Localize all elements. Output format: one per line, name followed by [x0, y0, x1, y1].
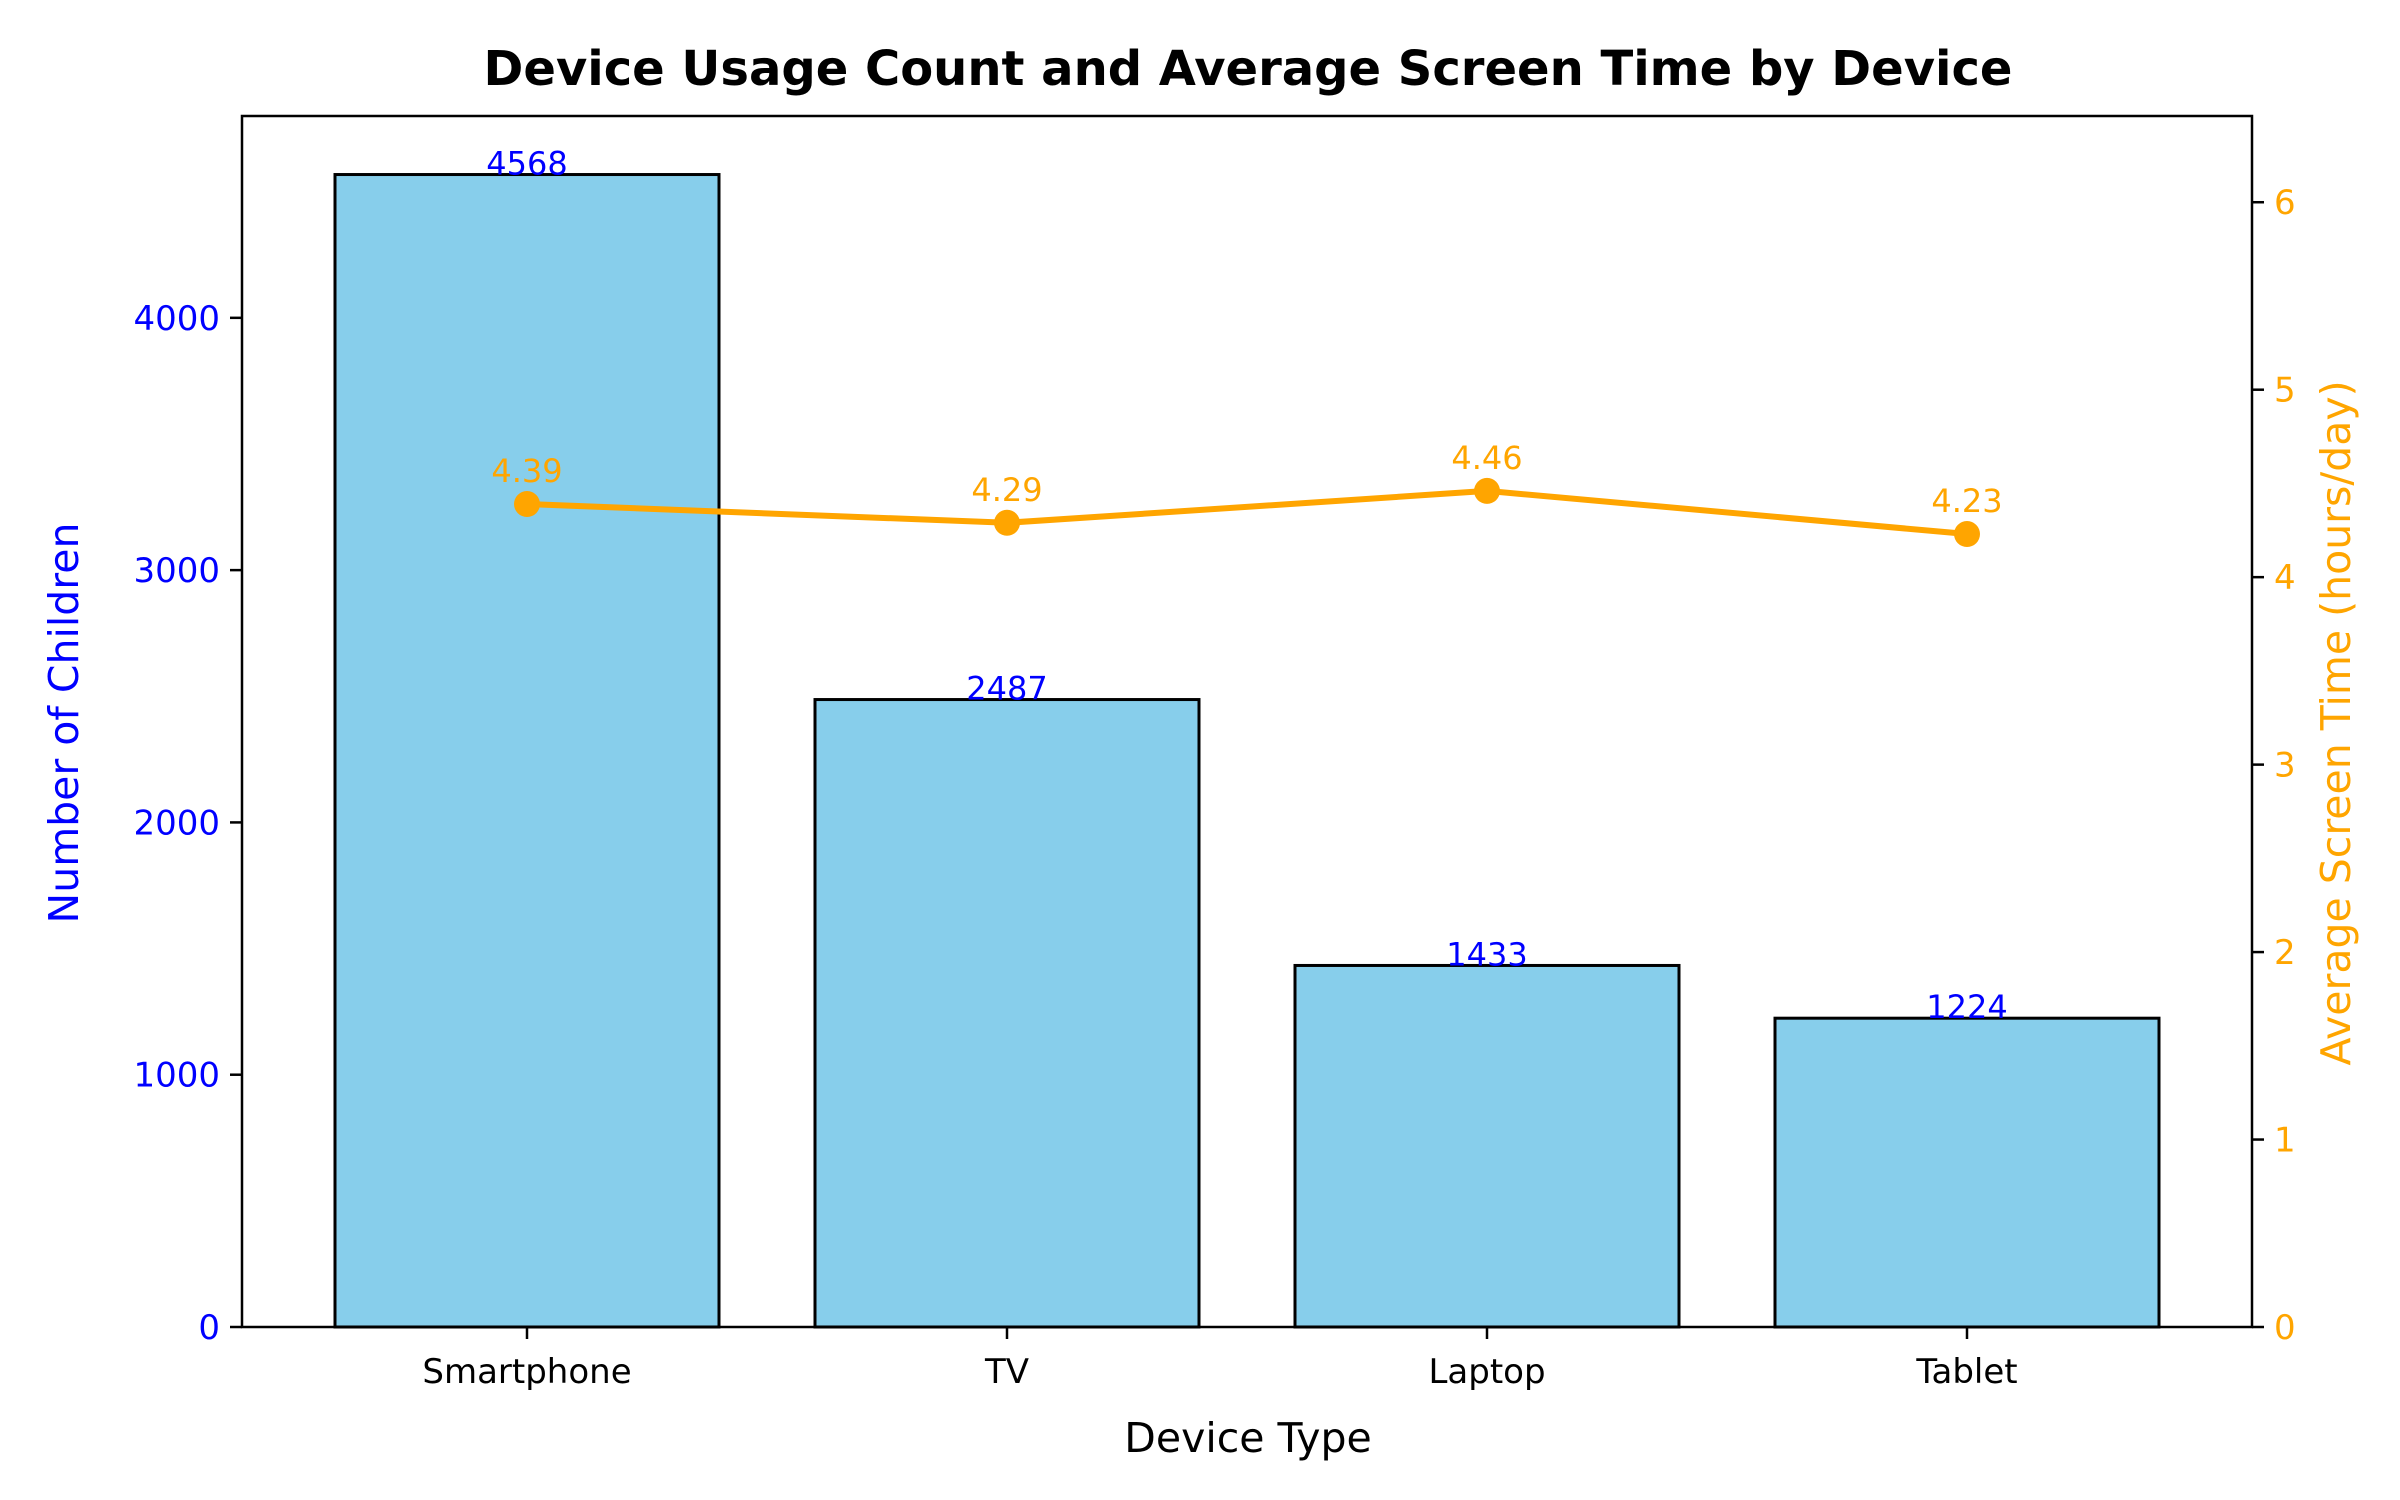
bar-value-label: 1433 [1446, 935, 1527, 973]
x-axis-label: Device Type [1124, 1414, 1371, 1462]
line-value-label: 4.46 [1451, 439, 1522, 477]
screen-time-line [524, 487, 1970, 538]
y2-axis-label: Average Screen Time (hours/day) [2312, 380, 2360, 1065]
y2-tick-label: 6 [2274, 183, 2296, 223]
y-tick-label: 0 [198, 1308, 220, 1348]
screen-time-point-tablet [1954, 521, 1980, 548]
plot-frame [240, 114, 2254, 1329]
line-value-label: 4.23 [1931, 482, 2002, 520]
y2-tick-label: 1 [2274, 1121, 2296, 1161]
labels-layer: 4568 2487 1433 1224 4.39 4.29 4.46 4.23 [486, 145, 2007, 1027]
line-value-label: 4.29 [971, 471, 1042, 509]
y2-tick-label: 5 [2274, 371, 2296, 411]
y2-tick-label: 2 [2274, 933, 2296, 973]
y-tick-label: 2000 [133, 803, 220, 843]
bar-value-label: 1224 [1926, 988, 2007, 1026]
bar-value-label: 4568 [486, 145, 567, 183]
x-tick-label: Smartphone [422, 1352, 631, 1392]
y-tick-label: 3000 [133, 551, 220, 591]
y-tick-label: 1000 [133, 1056, 220, 1096]
x-tick-label: TV [984, 1352, 1029, 1392]
y2-tick-label: 3 [2274, 746, 2296, 786]
y-axis-label: Number of Children [40, 523, 88, 924]
axes-layer: 0 1000 2000 3000 4000 0 1 2 3 4 5 6 Smartphone TV Lapt… [133, 114, 2296, 1392]
screen-time-point-laptop [1474, 477, 1500, 504]
bar-tv [813, 698, 1201, 1329]
y2-tick-label: 0 [2274, 1308, 2296, 1348]
line-value-label: 4.39 [491, 452, 562, 490]
x-tick-label: Tablet [1915, 1352, 2017, 1392]
bar-value-label: 2487 [966, 670, 1047, 708]
screen-time-point-smartphone [514, 491, 540, 518]
bar-tablet [1773, 1016, 2161, 1329]
bar-laptop [1293, 963, 1681, 1329]
y2-tick-label: 4 [2274, 558, 2296, 598]
bars-layer [333, 173, 2161, 1329]
screen-time-point-tv [994, 509, 1020, 536]
chart-title: Device Usage Count and Average Screen Ti… [484, 41, 2013, 97]
x-tick-label: Laptop [1428, 1352, 1545, 1392]
line-layer [514, 477, 1980, 548]
bar-smartphone [333, 173, 721, 1329]
y-tick-label: 4000 [133, 299, 220, 339]
